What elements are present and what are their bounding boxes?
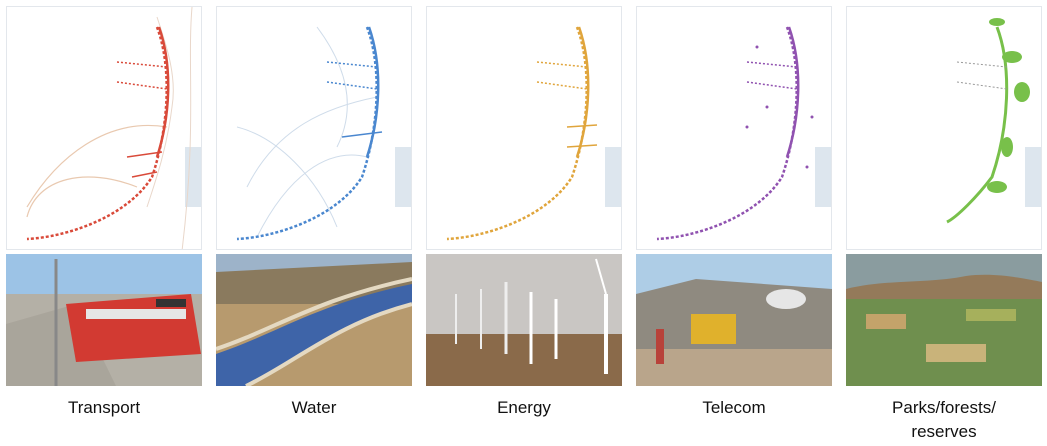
transport-map (6, 6, 202, 250)
satellite-dish-photo (636, 254, 832, 386)
caption-water: Water (291, 398, 337, 417)
energy-map (426, 6, 622, 250)
caption-energy: Energy (497, 398, 551, 417)
water-map (216, 6, 412, 250)
canal-photo (216, 254, 412, 386)
caption-telecom: Telecom (702, 398, 766, 417)
farmland-photo (846, 254, 1042, 386)
telecom-map (636, 6, 832, 250)
caption-parks: Parks/forests/ reserves (836, 396, 1047, 444)
caption-transport: Transport (67, 398, 141, 417)
parks-map (846, 6, 1042, 250)
train-photo (6, 254, 202, 386)
wind-turbines-photo (426, 254, 622, 386)
caption-parks-line1: Parks/forests/ reserves (892, 398, 996, 441)
